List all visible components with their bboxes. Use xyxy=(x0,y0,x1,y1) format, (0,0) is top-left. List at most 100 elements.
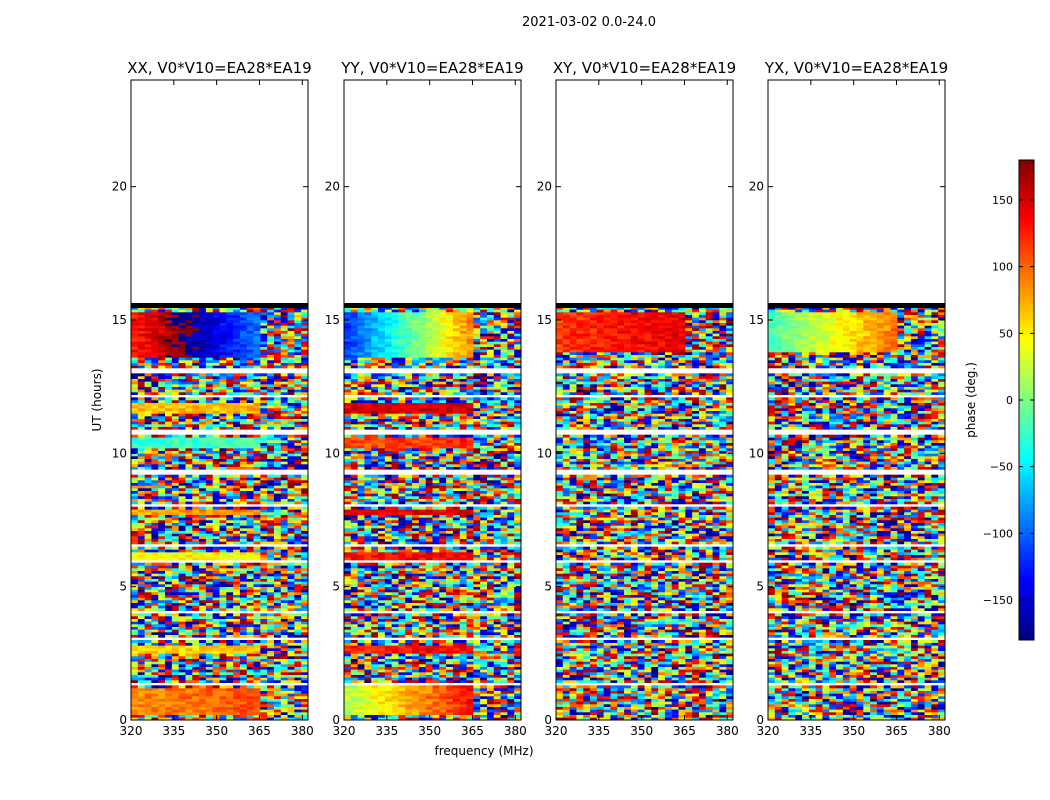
heatmap-cell xyxy=(192,666,200,670)
heatmap-cell xyxy=(350,674,358,678)
heatmap-cell xyxy=(287,373,295,377)
heatmap-cell xyxy=(294,346,302,350)
heatmap-cell xyxy=(151,512,159,515)
heatmap-cell xyxy=(287,661,295,665)
heatmap-cell xyxy=(205,578,213,582)
heatmap-cell xyxy=(432,584,440,587)
heatmap-cell xyxy=(131,634,139,638)
heatmap-cell xyxy=(171,378,179,382)
heatmap-cell xyxy=(185,565,193,569)
heatmap-cell xyxy=(500,688,508,691)
heatmap-cell xyxy=(398,589,406,593)
heatmap-cell xyxy=(178,333,186,337)
heatmap-cell xyxy=(131,496,139,499)
heatmap-cell xyxy=(192,712,200,715)
heatmap-cell xyxy=(233,677,241,681)
heatmap-cell xyxy=(171,642,179,646)
heatmap-cell xyxy=(233,522,241,526)
heatmap-cell xyxy=(267,512,275,515)
heatmap-cell xyxy=(178,514,186,518)
heatmap-cell xyxy=(384,626,392,630)
heatmap-cell xyxy=(273,325,282,329)
heatmap-cell xyxy=(280,677,288,681)
heatmap-cell xyxy=(493,685,501,689)
heatmap-cell xyxy=(178,626,186,630)
heatmap-cell xyxy=(273,341,282,345)
heatmap-cell xyxy=(178,530,186,534)
heatmap-cell xyxy=(199,698,207,702)
heatmap-cell xyxy=(480,592,488,595)
heatmap-cell xyxy=(199,632,207,635)
heatmap-cell xyxy=(350,594,358,598)
heatmap-cell xyxy=(239,314,248,318)
heatmap-cell xyxy=(239,437,248,441)
heatmap-cell xyxy=(273,448,282,451)
heatmap-cell xyxy=(280,552,288,555)
heatmap-cell xyxy=(260,573,268,577)
heatmap-cell xyxy=(357,597,365,601)
heatmap-cell xyxy=(267,546,275,550)
heatmap-cell xyxy=(192,656,200,659)
heatmap-cell xyxy=(260,485,268,489)
heatmap-cell xyxy=(378,584,386,587)
heatmap-cell xyxy=(144,538,152,542)
heatmap-cell xyxy=(384,616,392,619)
heatmap-cell xyxy=(425,600,433,603)
heatmap-cell xyxy=(260,696,268,699)
heatmap-cell xyxy=(192,568,200,571)
heatmap-cell xyxy=(439,626,447,630)
heatmap-cell xyxy=(205,565,213,569)
heatmap-cell xyxy=(144,384,152,387)
heatmap-cell xyxy=(192,325,200,329)
heatmap-cell xyxy=(405,688,413,691)
heatmap-cell xyxy=(171,528,179,531)
heatmap-cell xyxy=(378,698,386,702)
heatmap-cell xyxy=(171,602,179,606)
heatmap-cell xyxy=(418,624,426,627)
heatmap-cell xyxy=(273,576,282,579)
heatmap-cell xyxy=(212,525,220,529)
heatmap-cell xyxy=(178,445,186,449)
heatmap-cell xyxy=(144,592,152,595)
heatmap-cell xyxy=(151,690,159,694)
heatmap-cell xyxy=(294,600,302,603)
heatmap-cell xyxy=(144,360,152,363)
heatmap-cell xyxy=(301,421,309,425)
heatmap-cell xyxy=(273,568,282,571)
heatmap-cell xyxy=(418,586,426,590)
heatmap-cell xyxy=(226,661,234,665)
heatmap-cell xyxy=(131,378,139,382)
heatmap-cell xyxy=(239,410,248,414)
heatmap-cell xyxy=(432,616,440,619)
heatmap-cell xyxy=(301,392,309,395)
heatmap-cell xyxy=(131,530,139,534)
heatmap-cell xyxy=(185,549,193,553)
heatmap-cell xyxy=(432,632,440,635)
heatmap-cell xyxy=(418,653,426,657)
heatmap-cell xyxy=(212,666,220,670)
heatmap-cell xyxy=(246,362,254,366)
heatmap-cell xyxy=(165,592,173,595)
heatmap-cell xyxy=(378,634,386,638)
heatmap-cell xyxy=(273,405,282,409)
heatmap-cell xyxy=(144,706,152,710)
heatmap-cell xyxy=(350,602,358,606)
heatmap-cell xyxy=(205,456,213,459)
heatmap-cell xyxy=(294,330,302,334)
heatmap-cell xyxy=(178,440,186,443)
heatmap-cell xyxy=(205,605,213,609)
heatmap-cell xyxy=(480,634,488,638)
heatmap-cell xyxy=(260,517,268,521)
heatmap-cell xyxy=(267,386,275,390)
heatmap-cell xyxy=(137,541,145,545)
heatmap-cell xyxy=(480,594,488,598)
heatmap-cell xyxy=(480,608,488,611)
heatmap-cell xyxy=(144,352,152,355)
heatmap-cell xyxy=(239,669,248,673)
heatmap-cell xyxy=(233,512,241,515)
heatmap-cell xyxy=(171,541,179,545)
heatmap-cell xyxy=(398,584,406,587)
heatmap-cell xyxy=(226,656,234,659)
heatmap-cell xyxy=(137,378,145,382)
heatmap-cell xyxy=(165,376,173,379)
